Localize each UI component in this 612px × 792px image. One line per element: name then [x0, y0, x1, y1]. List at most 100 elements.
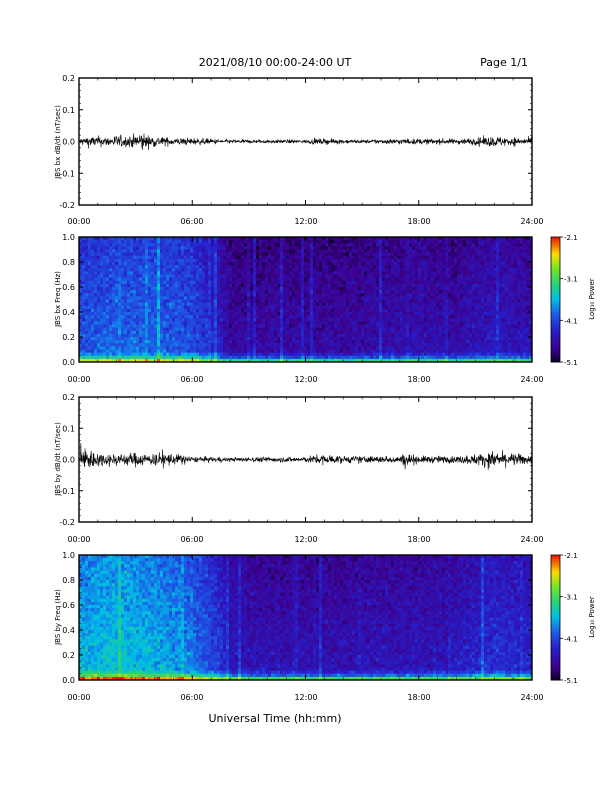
panel-bx-spectrogram-cell — [238, 246, 242, 250]
panel-bx-spectrogram-cell — [271, 252, 275, 257]
panel-bx-spectrogram-cell — [352, 312, 356, 316]
panel-bx-spectrogram-cell — [319, 315, 323, 319]
panel-bx-spectrogram-cell — [178, 258, 182, 263]
panel-bx-spectrogram-cell — [88, 340, 92, 344]
panel-bx-spectrogram-cell — [241, 296, 245, 300]
panel-bx-spectrogram-cell — [145, 249, 149, 254]
panel-bx-spectrogram-cell — [442, 346, 446, 350]
panel-bx-spectrogram-cell — [334, 293, 338, 297]
panel-bx-spectrogram-cell — [439, 262, 443, 266]
panel-bx-spectrogram-cell — [271, 255, 275, 260]
panel-bx-spectrogram-cell — [289, 305, 293, 310]
panel-bx-spectrogram-cell — [244, 305, 248, 310]
panel-bx-spectrogram-cell — [97, 315, 101, 319]
panel-bx-spectrogram-cell — [379, 246, 383, 250]
panel-bx-spectrogram-cell — [184, 268, 188, 272]
panel-bx-spectrogram-cell — [301, 352, 305, 357]
panel-bx-spectrogram-cell — [283, 274, 287, 279]
panel-bx-spectrogram-cell — [208, 277, 212, 282]
panel-bx-spectrogram-cell — [229, 290, 233, 294]
panel-bx-spectrogram-cell — [94, 271, 98, 275]
panel-bx-spectrogram-cell — [160, 352, 164, 357]
panel-bx-spectrogram-cell — [283, 249, 287, 254]
panel-bx-spectrogram-cell — [109, 315, 113, 319]
panel-bx-spectrogram-cell — [304, 271, 308, 275]
panel-bx-spectrogram-cell — [295, 252, 299, 257]
panel-bx-spectrogram-cell — [262, 330, 266, 335]
panel-bx-spectrogram-cell — [382, 280, 386, 285]
panel-bx-spectrogram-cell — [268, 271, 272, 275]
panel-bx-spectrogram-cell — [373, 333, 377, 338]
panel-bx-spectrogram-cell — [202, 262, 206, 266]
panel-bx-spectrogram-cell — [235, 312, 239, 316]
panel-bx-spectrogram-cell — [415, 290, 419, 294]
panel-bx-spectrogram-cell — [400, 315, 404, 319]
panel-bx-spectrogram-cell — [262, 287, 266, 291]
panel-bx-spectrogram-cell — [241, 258, 245, 263]
panel-bx-spectrogram-cell — [277, 249, 281, 254]
panel-bx-spectrogram-cell — [202, 327, 206, 332]
panel-bx-spectrogram-cell — [310, 318, 314, 322]
panel-bx-spectrogram-cell — [163, 258, 167, 263]
panel-bx-spectrogram-cell — [208, 318, 212, 322]
panel-bx-spectrogram-cell — [88, 246, 92, 250]
panel-bx-spectrogram-cell — [94, 290, 98, 294]
panel-bx-spectrogram-cell — [166, 321, 170, 325]
panel-bx-spectrogram-cell — [214, 330, 218, 335]
panel-bx-spectrogram-cell — [316, 274, 320, 279]
panel-bx-spectrogram-cell — [295, 274, 299, 279]
panel-bx-spectrogram-cell — [97, 346, 101, 350]
panel-bx-spectrogram-cell — [187, 252, 191, 257]
panel-bx-spectrogram-cell — [106, 258, 110, 263]
panel-bx-spectrogram-cell — [376, 252, 380, 257]
panel-bx-spectrogram-cell — [274, 280, 278, 285]
panel-bx-spectrogram-cell — [145, 283, 149, 288]
panel-bx-spectrogram-cell — [436, 249, 440, 254]
panel-bx-spectrogram-cell — [166, 327, 170, 332]
panel-bx-spectrogram-cell — [103, 312, 107, 316]
panel-bx-spectrogram-cell — [409, 240, 413, 244]
panel-bx-spectrogram-cell — [313, 262, 317, 266]
panel-bx-spectrogram-cell — [82, 283, 86, 288]
panel-bx-spectrogram-cell — [382, 318, 386, 322]
panel-bx-spectrogram-cell — [79, 352, 83, 357]
panel-bx-spectrogram-cell — [397, 302, 401, 307]
panel-bx-spectrogram-cell — [406, 252, 410, 257]
panel-bx-spectrogram-cell — [268, 340, 272, 344]
panel-bx-spectrogram-cell — [199, 330, 203, 335]
panel-bx-spectrogram-cell — [181, 321, 185, 325]
panel-bx-spectrogram-cell — [211, 346, 215, 350]
panel-bx-spectrogram-cell — [82, 265, 86, 269]
panel-bx-spectrogram-cell — [280, 296, 284, 300]
panel-bx-spectrogram-cell — [160, 258, 164, 263]
panel-bx-spectrogram-cell — [136, 274, 140, 279]
panel-bx-spectrogram-cell — [247, 262, 251, 266]
panel-bx-spectrogram-cell — [112, 274, 116, 279]
panel-bx-spectrogram-cell — [397, 312, 401, 316]
panel-bx-spectrogram-cell — [424, 312, 428, 316]
panel-bx-spectrogram-cell — [238, 355, 242, 360]
panel-bx-spectrogram-cell — [181, 315, 185, 319]
panel-bx-spectrogram-cell — [409, 346, 413, 350]
panel-bx-spectrogram-cell — [274, 315, 278, 319]
panel-bx-spectrogram-cell — [193, 312, 197, 316]
panel-bx-spectrogram-cell — [214, 258, 218, 263]
panel-bx-spectrogram-cell — [130, 262, 134, 266]
panel-bx-spectrogram-cell — [316, 258, 320, 263]
panel-bx-spectrogram-cell — [151, 308, 155, 313]
panel-bx-spectrogram-cell — [181, 280, 185, 285]
panel-bx-spectrogram-cell — [418, 258, 422, 263]
panel-bx-spectrogram-cell — [373, 274, 377, 279]
panel-bx-spectrogram-cell — [319, 296, 323, 300]
panel-bx-spectrogram-cell — [355, 302, 359, 307]
panel-bx-spectrogram-cell — [154, 271, 158, 275]
panel-bx-spectrogram-cell — [415, 327, 419, 332]
panel-bx-spectrogram-cell — [124, 283, 128, 288]
panel-bx-spectrogram-cell — [124, 346, 128, 350]
panel-bx-spectrogram-cell — [424, 287, 428, 291]
panel-bx-spectrogram-cell — [352, 243, 356, 247]
panel-bx-spectrogram-cell — [355, 290, 359, 294]
panel-bx-spectrogram-cell — [379, 312, 383, 316]
panel-bx-spectrogram-cell — [163, 299, 167, 304]
panel-bx-spectrogram-cell — [301, 265, 305, 269]
